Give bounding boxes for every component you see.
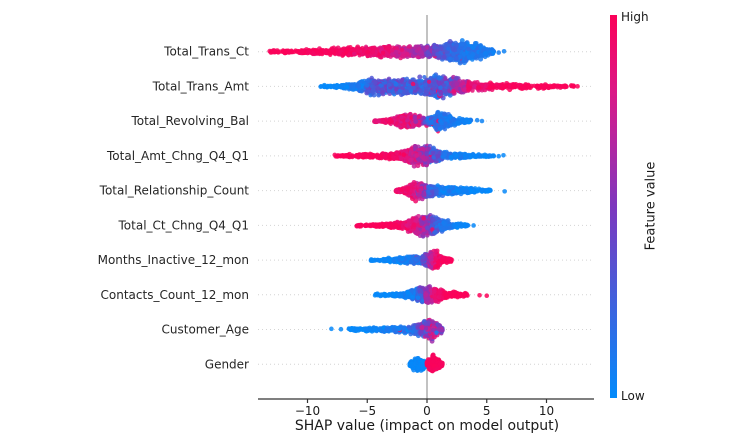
- colorbar-low-label: Low: [621, 389, 645, 403]
- colorbar-high-label: High: [621, 10, 649, 24]
- colorbar-title: Feature value: [643, 161, 659, 251]
- x-axis-label: SHAP value (impact on model output): [294, 418, 560, 434]
